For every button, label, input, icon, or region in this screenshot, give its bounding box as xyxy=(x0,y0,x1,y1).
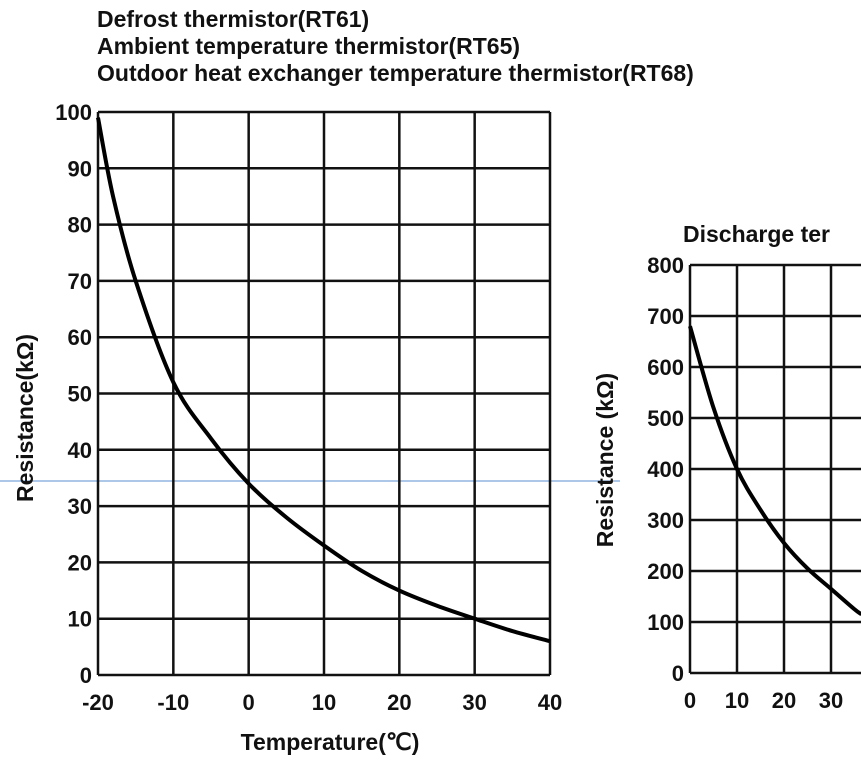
chart1-x-tick-label: -10 xyxy=(157,690,189,715)
chart1-y-axis-label: Resistance(kΩ) xyxy=(12,334,38,502)
chart1-x-tick-label: 0 xyxy=(243,690,255,715)
chart2-y-axis-label: Resistance (kΩ) xyxy=(592,373,618,547)
chart1-y-tick-label: 60 xyxy=(68,325,92,350)
chart2-y-tick-label: 800 xyxy=(647,253,684,278)
chart1-x-tick-label: 10 xyxy=(312,690,336,715)
chart2-y-tick-label: 600 xyxy=(647,355,684,380)
chart1-y-tick-label: 0 xyxy=(80,663,92,688)
chart1-y-tick-label: 90 xyxy=(68,156,92,181)
chart2-y-tick-label: 300 xyxy=(647,508,684,533)
chart2-y-tick-label: 500 xyxy=(647,406,684,431)
chart1-x-tick-label: 40 xyxy=(538,690,562,715)
chart1-title-line-3: Outdoor heat exchanger temperature therm… xyxy=(97,60,694,86)
chart1-title-line-2: Ambient temperature thermistor(RT65) xyxy=(97,33,520,59)
chart1-y-tick-label: 10 xyxy=(68,607,92,632)
chart1-y-tick-label: 70 xyxy=(68,269,92,294)
chart1-y-tick-label: 100 xyxy=(55,100,92,125)
chart2-y-tick-label: 0 xyxy=(672,661,684,686)
chart2-x-tick-label: 20 xyxy=(772,688,796,713)
chart2-resistance-curve xyxy=(688,325,861,617)
chart1-title-line-1: Defrost thermistor(RT61) xyxy=(97,6,369,32)
chart1-y-tick-label: 40 xyxy=(68,438,92,463)
chart2-y-tick-label: 200 xyxy=(647,559,684,584)
chart1-x-tick-label: 30 xyxy=(462,690,486,715)
chart1-x-axis-label: Temperature(℃) xyxy=(241,729,420,755)
chart2-x-tick-label: 30 xyxy=(819,688,843,713)
chart1-y-tick-label: 50 xyxy=(68,382,92,407)
chart1-y-tick-label: 20 xyxy=(68,550,92,575)
chart2-title: Discharge ter xyxy=(683,221,830,247)
chart1-y-tick-label: 30 xyxy=(68,494,92,519)
chart2-x-tick-label: 0 xyxy=(684,688,696,713)
chart2-x-tick-label: 10 xyxy=(725,688,749,713)
chart1-x-tick-label: 20 xyxy=(387,690,411,715)
chart1-x-tick-label: -20 xyxy=(82,690,114,715)
chart1-resistance-curve xyxy=(96,117,551,644)
chart2-y-tick-label: 400 xyxy=(647,457,684,482)
chart1-y-tick-label: 80 xyxy=(68,213,92,238)
chart2-y-tick-label: 100 xyxy=(647,610,684,635)
chart2-y-tick-label: 700 xyxy=(647,304,684,329)
